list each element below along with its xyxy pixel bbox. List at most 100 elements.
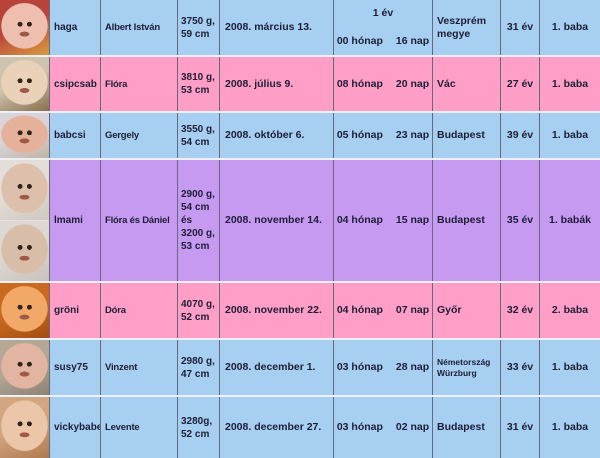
- age-line: 00 hónap 16 nap: [334, 35, 432, 48]
- age-days: 20 nap: [395, 77, 430, 90]
- baby-photo: [0, 113, 49, 158]
- baby-name-cell: Flóra és Dániel: [100, 160, 177, 281]
- location-line: Budapest: [437, 129, 485, 141]
- baby-photo-cell: [0, 57, 49, 111]
- table-row: vickybabe Levente 3280g, 52 cm 2008. decembe…: [0, 397, 600, 458]
- birth-stats-line: 47 cm: [181, 368, 210, 380]
- birth-date: 2008. március 13.: [225, 21, 312, 33]
- username: csipcsab: [54, 78, 97, 90]
- mother-age: 33 év: [506, 361, 534, 373]
- birth-stats-line: 54 cm: [181, 136, 210, 148]
- birth-date: 2008. december 27.: [225, 421, 322, 433]
- age-line: 04 hónap 15 nap: [334, 214, 432, 227]
- location-line: Vác: [437, 77, 456, 90]
- username: haga: [54, 22, 78, 33]
- birth-stats-line: 3280g,: [181, 415, 213, 427]
- birth-stats-cell: 4070 g, 52 cm: [177, 283, 219, 338]
- table-row: gröni Dóra 4070 g, 52 cm 2008. november 22. 0…: [0, 283, 600, 340]
- birth-stats-line: 52 cm: [181, 311, 210, 323]
- birth-stats-line: 2980 g,: [181, 355, 215, 367]
- username-cell: gröni: [49, 283, 100, 338]
- age-months: 04 hónap: [336, 214, 383, 226]
- location-cell: Németország Würzburg: [432, 340, 500, 395]
- age-months: 08 hónap: [336, 77, 383, 90]
- username: lmami: [54, 215, 83, 226]
- age-days: 02 nap: [395, 421, 430, 433]
- baby-photo: [0, 57, 49, 111]
- age-cell: 04 hónap 07 nap: [333, 283, 432, 338]
- birth-stats-line: 3200 g,: [181, 228, 215, 239]
- age-cell: 08 hónap 20 nap: [333, 57, 432, 111]
- location-line: Németország: [437, 356, 491, 367]
- location-line: Veszprém megye: [437, 14, 487, 40]
- table-row: babcsi Gergely 3550 g, 54 cm 2008. október 6…: [0, 113, 600, 160]
- birth-stats-line: 59 cm: [181, 28, 210, 40]
- age-days: 15 nap: [395, 214, 430, 226]
- location-cell: Vác: [432, 57, 500, 111]
- birth-stats-line: 3750 g,: [181, 15, 215, 27]
- age-line: 08 hónap 20 nap: [334, 78, 432, 91]
- age-days: 07 nap: [395, 304, 430, 316]
- table-row: susy75 Vinzent 2980 g, 47 cm 2008. december …: [0, 340, 600, 397]
- location-cell: Budapest: [432, 397, 500, 458]
- birth-stats-cell: 3750 g, 59 cm: [177, 0, 219, 55]
- username-cell: babcsi: [49, 113, 100, 158]
- baby-name-cell: Albert István: [100, 0, 177, 55]
- baby-number-cell: 2. baba: [539, 283, 600, 338]
- age-months: 00 hónap: [336, 35, 383, 47]
- birth-date: 2008. július 9.: [225, 77, 294, 90]
- mother-age-cell: 33 év: [500, 340, 539, 395]
- baby-number: 1. baba: [551, 421, 589, 433]
- birth-date-cell: 2008. november 14.: [219, 160, 333, 281]
- baby-number-cell: 1. baba: [539, 57, 600, 111]
- age-cell: 05 hónap 23 nap: [333, 113, 432, 158]
- baby-number: 1. baba: [551, 361, 589, 373]
- age-cell: 03 hónap 28 nap: [333, 340, 432, 395]
- baby-name: Flóra és Dániel: [105, 215, 170, 226]
- username: gröni: [54, 305, 79, 316]
- baby-name: Albert István: [105, 22, 160, 33]
- baby-number-cell: 1. baba: [539, 340, 600, 395]
- birth-date-cell: 2008. november 22.: [219, 283, 333, 338]
- birth-stats-line: 53 cm: [181, 85, 210, 96]
- age-months: 03 hónap: [336, 361, 383, 373]
- username-cell: csipcsab: [49, 57, 100, 111]
- baby-name: Gergely: [105, 130, 139, 141]
- baby-photo: [0, 283, 49, 338]
- baby-photo: [0, 340, 49, 395]
- table-row: csipcsab Flóra 3810 g, 53 cm 2008. július 9.…: [0, 57, 600, 113]
- location-cell: Budapest: [432, 160, 500, 281]
- birth-date: 2008. december 1.: [225, 361, 316, 373]
- baby-name: Dóra: [105, 305, 126, 316]
- baby-number: 1. babák: [548, 214, 592, 226]
- location-line: Győr: [437, 304, 462, 316]
- table-row: lmami Flóra és Dániel 2900 g, 54 cm és 3200 g…: [0, 160, 600, 283]
- username-cell: lmami: [49, 160, 100, 281]
- baby-photo-cell: [0, 397, 49, 458]
- baby-name: Flóra: [105, 78, 128, 90]
- age-months: 03 hónap: [336, 421, 383, 433]
- baby-name-cell: Dóra: [100, 283, 177, 338]
- age-months: 04 hónap: [336, 304, 383, 316]
- baby-number-cell: 1. babák: [539, 160, 600, 281]
- username-cell: susy75: [49, 340, 100, 395]
- baby-photo-cell: [0, 113, 49, 158]
- birth-stats-line: 53 cm: [181, 241, 210, 252]
- baby-number-cell: 1. baba: [539, 397, 600, 458]
- location-cell: Budapest: [432, 113, 500, 158]
- baby-name-cell: Vinzent: [100, 340, 177, 395]
- age-line: 03 hónap 02 nap: [334, 421, 432, 434]
- location-line: Würzburg: [437, 367, 477, 378]
- age-cell: 03 hónap 02 nap: [333, 397, 432, 458]
- username: vickybabe: [54, 422, 100, 433]
- age-days: 28 nap: [395, 361, 430, 373]
- age-cell: 04 hónap 15 nap: [333, 160, 432, 281]
- age-line: 05 hónap 23 nap: [334, 129, 432, 142]
- birth-stats-cell: 3810 g, 53 cm: [177, 57, 219, 111]
- birth-date-cell: 2008. július 9.: [219, 57, 333, 111]
- location-cell: Győr: [432, 283, 500, 338]
- mother-age: 31 év: [506, 21, 534, 33]
- birth-date-cell: 2008. október 6.: [219, 113, 333, 158]
- birth-stats-line: 3810 g,: [181, 72, 215, 83]
